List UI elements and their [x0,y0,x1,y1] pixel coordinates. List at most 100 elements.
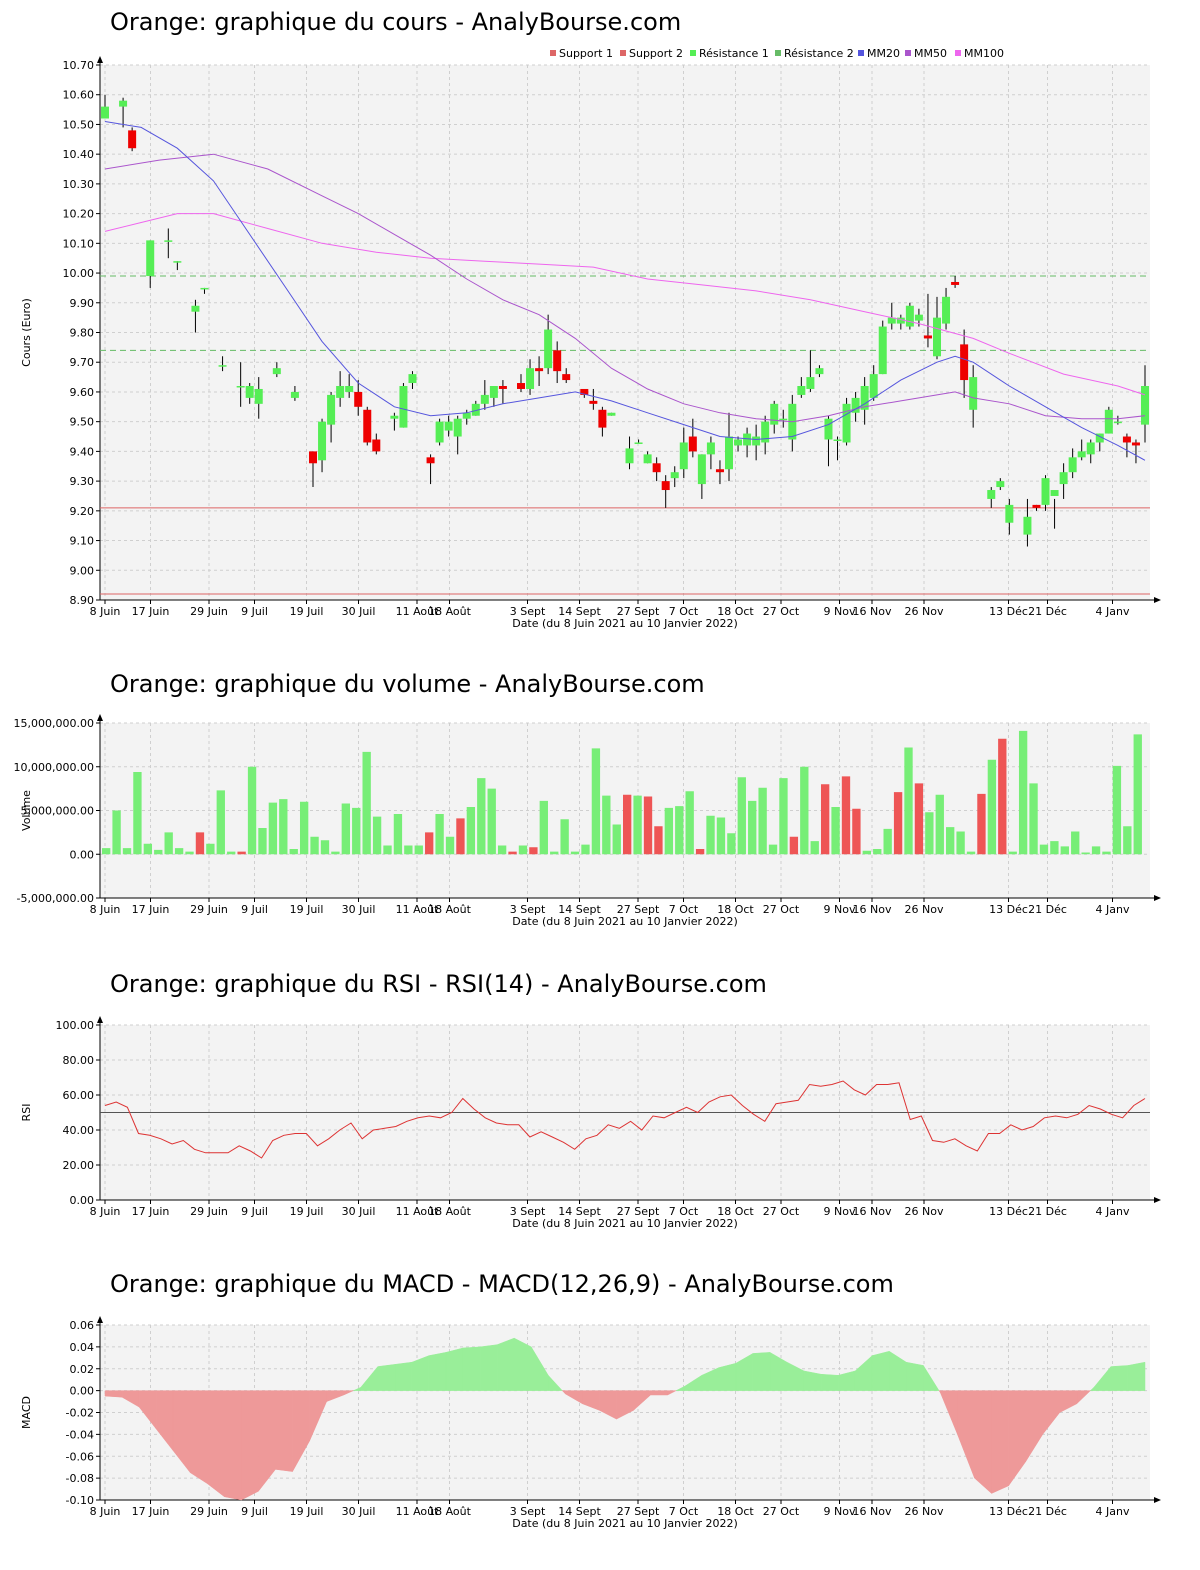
volume-bar-up [1133,734,1142,855]
candle-up [1068,457,1077,473]
macd-area-positive [377,1364,396,1391]
rsi-xtick-label: 16 Nov [853,1205,892,1218]
price-xtick-label: 30 Juil [342,605,376,618]
macd-area-positive [513,1337,532,1391]
volume-xtick-label: 18 Oct [717,903,754,916]
rsi-y-axis-label: RSI [20,1104,33,1122]
volume-bar-up [174,848,184,855]
candle-up [815,368,824,375]
candle-up [272,368,281,375]
volume-xtick-label: 18 Août [428,903,472,916]
volume-bar-up [946,827,955,855]
price-ytick-label: 10.60 [63,89,95,102]
macd-xtick-label: 4 Janv [1096,1505,1130,1518]
volume-xtick-label: 7 Oct [669,903,699,916]
candle-up [218,365,227,367]
volume-xtick-label: 9 Nov [824,903,856,916]
price-ytick-label: 10.00 [63,267,95,280]
volume-bar-up [477,778,486,855]
volume-x-axis-arrow [1154,895,1161,901]
candle-up [987,490,996,499]
volume-ytick-label: 5,000,000.00 [21,805,94,818]
volume-bar-up [320,840,330,855]
volume-bar-up [956,831,965,855]
candle-up [752,436,761,446]
legend-swatch [775,50,781,56]
candle-down [589,400,598,404]
macd-x-axis-label: Date (du 8 Juin 2021 au 10 Janvier 2022) [512,1517,738,1530]
volume-bar-up [987,759,997,855]
macd-ytick-label: -0.02 [66,1407,94,1420]
price-xtick-label: 17 Juin [132,605,170,618]
volume-xtick-label: 3 Sept [510,903,546,916]
price-xtick-label: 4 Janv [1096,605,1130,618]
candle-up [290,391,299,398]
rsi-ytick-label: 60.00 [63,1089,95,1102]
volume-bar-up [133,772,142,855]
candle-up [462,412,471,419]
macd-area-positive [1110,1365,1129,1391]
candle-up [146,240,155,277]
volume-bar-up [1029,783,1038,855]
price-ytick-label: 10.30 [63,178,95,191]
volume-bar-up [748,800,757,855]
candle-up [236,386,245,388]
candle-up [164,240,173,242]
volume-bar-down [789,836,799,855]
price-chart: 8.90 9.00 9.10 9.20 9.30 9.40 9.50 9.60 9.70 9.80… [20,47,1161,630]
volume-bar-up [758,787,767,855]
macd-area-positive [752,1352,771,1391]
macd-area-negative [224,1390,242,1501]
volume-xtick-label: 11 Août [396,903,440,916]
rsi-x-axis-arrow [1154,1197,1161,1203]
price-ytick-label: 9.70 [70,356,95,369]
volume-bar-up [247,766,257,855]
volume-bar-down [237,851,246,855]
candle-up [1086,442,1095,455]
macd-area-negative [275,1390,293,1472]
legend-item: Résistance 1 [699,47,769,60]
macd-ytick-label: -0.06 [66,1450,94,1463]
candle-up [697,454,706,485]
macd-area-positive [923,1364,940,1391]
volume-bar-up [1071,831,1080,855]
macd-xtick-label: 18 Août [428,1505,472,1518]
price-xtick-label: 18 Août [428,605,472,618]
macd-xtick-label: 18 Oct [717,1505,754,1518]
legend-swatch [550,50,556,56]
candle-up [119,100,128,107]
volume-xtick-label: 19 Juil [290,903,324,916]
volume-bar-down [977,793,986,855]
price-chart-title: Orange: graphique du cours - AnalyBourse… [110,8,682,36]
volume-bar-down [623,794,632,855]
candle-down [309,451,317,464]
legend-item: Résistance 2 [784,47,854,60]
volume-bar-up [779,778,788,855]
macd-area-negative [241,1390,259,1501]
volume-bar-up [1102,851,1111,855]
candle-up [245,386,254,398]
macd-chart-title: Orange: graphique du MACD - MACD(12,26,9… [110,1270,894,1298]
legend-swatch [690,50,696,56]
macd-area-positive [1127,1361,1146,1391]
volume-bar-up [435,814,444,855]
price-xtick-label: 11 Août [396,605,440,618]
price-xtick-label: 27 Oct [763,605,800,618]
macd-area-positive [718,1362,737,1391]
volume-bar-up [185,851,194,855]
candle-down [535,368,544,372]
volume-bar-up [518,845,528,855]
macd-area-positive [479,1344,498,1391]
candle-up [806,377,815,389]
legend-item: MM50 [914,47,947,60]
series-line-mm50 [104,153,1146,423]
rsi-ytick-label: 80.00 [63,1054,95,1067]
volume-bar-up [216,790,225,855]
volume-bar-up [1112,765,1122,855]
macd-area-negative [667,1390,677,1396]
macd-area-positive [906,1361,924,1391]
candle-up [191,305,200,312]
volume-bar-up [800,766,809,855]
candle-up [996,481,1005,488]
macd-area-positive [462,1346,481,1391]
